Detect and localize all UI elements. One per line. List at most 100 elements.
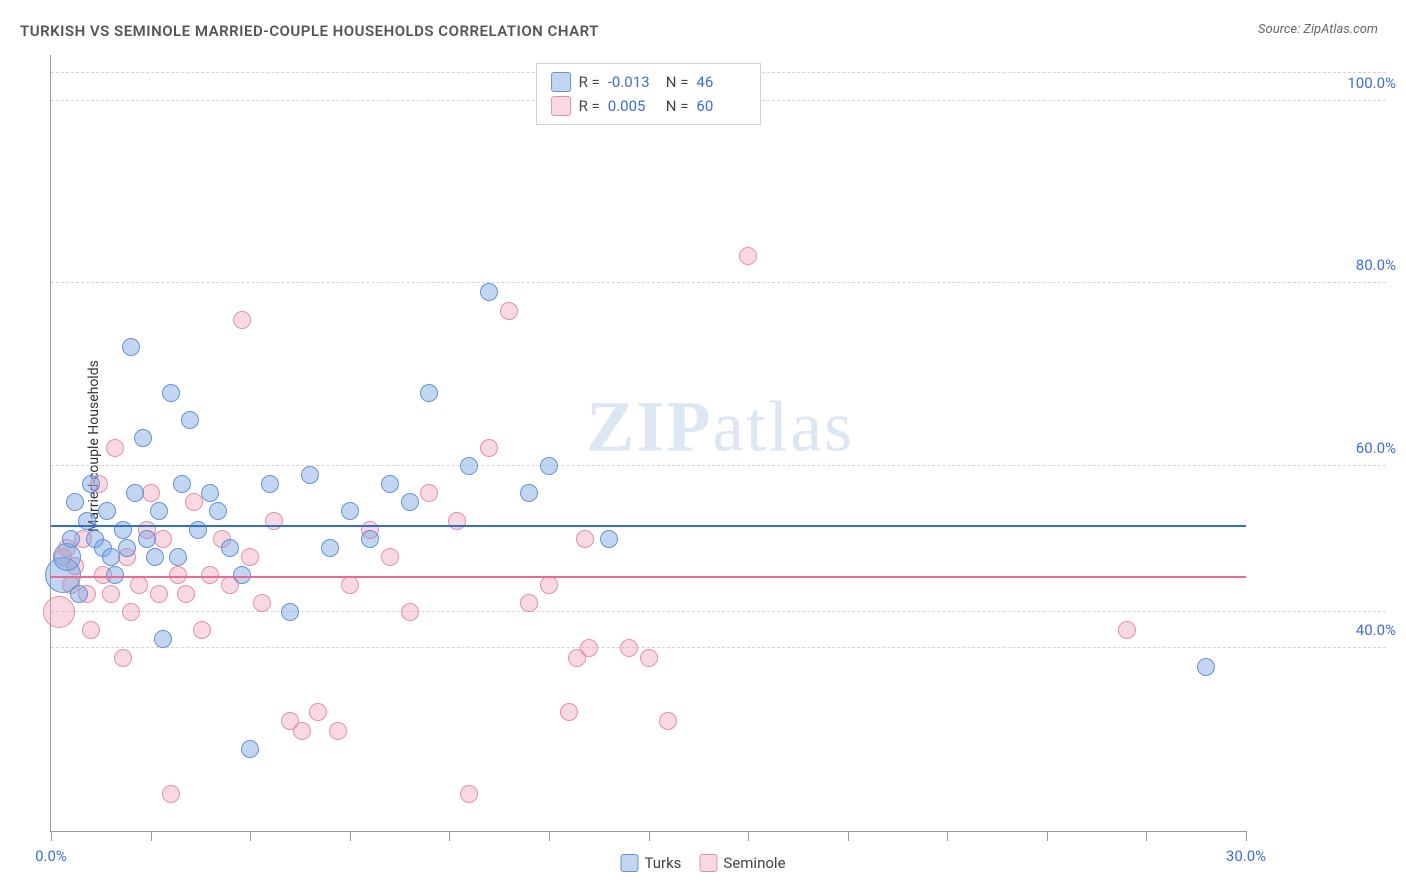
x-tick [748,831,749,841]
legend-row-turks: R = -0.013 N = 46 [551,70,747,94]
x-tick [151,831,152,841]
x-tick [549,831,550,841]
x-tick-label: 0.0% [35,847,67,865]
scatter-point-blue [261,475,279,493]
scatter-point-blue [82,475,100,493]
scatter-point-blue [162,384,180,402]
y-tick-label: 100.0% [1256,74,1396,92]
scatter-point-blue [209,502,227,520]
x-tick [449,831,450,841]
scatter-point-pink [576,530,594,548]
scatter-point-blue [66,493,84,511]
watermark-atlas: atlas [712,387,854,467]
n-value-turks: 46 [696,73,746,91]
scatter-point-blue [600,530,618,548]
scatter-point-blue [480,283,498,301]
trend-line-blue [51,525,1246,527]
correlation-legend: R = -0.013 N = 46 R = 0.005 N = 60 [536,63,762,125]
n-label: N = [666,73,689,91]
scatter-point-blue [341,502,359,520]
y-tick-label: 40.0% [1256,621,1396,639]
series-legend: Turks Seminole [620,854,785,872]
x-tick [848,831,849,841]
scatter-point-pink [162,785,180,803]
scatter-point-pink [106,439,124,457]
scatter-point-pink [739,247,757,265]
scatter-point-pink [193,621,211,639]
scatter-plot-area: ZIPatlas R = -0.013 N = 46 R = 0.005 N =… [50,55,1246,832]
scatter-point-blue [181,411,199,429]
scatter-point-pink [43,596,75,628]
scatter-point-blue [189,521,207,539]
x-tick [649,831,650,841]
scatter-point-pink [241,548,259,566]
source-attribution: Source: ZipAtlas.com [1258,22,1378,37]
scatter-point-blue [321,539,339,557]
scatter-point-blue [420,384,438,402]
watermark-zip: ZIP [586,387,712,467]
scatter-point-pink [253,594,271,612]
y-tick-label: 80.0% [1256,256,1396,274]
legend-row-seminole: R = 0.005 N = 60 [551,94,747,118]
gridline [51,465,1386,466]
scatter-point-pink [130,576,148,594]
legend-label-seminole: Seminole [723,854,785,872]
legend-item-seminole: Seminole [699,854,785,872]
scatter-point-blue [62,530,80,548]
scatter-point-blue [540,457,558,475]
x-tick [250,831,251,841]
scatter-point-pink [500,302,518,320]
scatter-point-blue [361,530,379,548]
scatter-point-blue [201,484,219,502]
scatter-point-pink [460,785,478,803]
scatter-point-blue [138,530,156,548]
scatter-point-pink [640,649,658,667]
y-tick-label: 60.0% [1256,439,1396,457]
gridline [51,647,1386,648]
x-tick-label: 30.0% [1226,847,1266,865]
scatter-point-pink [329,722,347,740]
scatter-point-pink [233,311,251,329]
scatter-point-blue [70,585,88,603]
x-tick [947,831,948,841]
swatch-blue-icon [551,72,571,92]
x-tick [1246,831,1247,841]
scatter-point-blue [102,548,120,566]
scatter-point-pink [580,639,598,657]
scatter-point-pink [150,585,168,603]
gridline [51,282,1386,283]
scatter-point-pink [154,530,172,548]
x-tick [1047,831,1048,841]
scatter-point-pink [102,585,120,603]
scatter-point-pink [420,484,438,502]
scatter-point-pink [401,603,419,621]
scatter-point-blue [154,630,172,648]
n-value-seminole: 60 [696,97,746,115]
scatter-point-pink [114,649,132,667]
scatter-point-blue [241,740,259,758]
scatter-point-blue [114,521,132,539]
swatch-pink-icon [551,96,571,116]
scatter-point-pink [620,639,638,657]
scatter-point-pink [540,576,558,594]
scatter-point-blue [150,502,168,520]
scatter-point-blue [173,475,191,493]
scatter-point-pink [560,703,578,721]
watermark: ZIPatlas [586,386,854,469]
x-tick [1146,831,1147,841]
chart-title: TURKISH VS SEMINOLE MARRIED-COUPLE HOUSE… [20,22,599,40]
scatter-point-blue [1197,658,1215,676]
scatter-point-pink [1118,621,1136,639]
scatter-point-blue [381,475,399,493]
scatter-point-pink [480,439,498,457]
x-tick [51,831,52,841]
scatter-point-blue [146,548,164,566]
legend-label-turks: Turks [644,854,681,872]
x-tick [350,831,351,841]
n-label: N = [666,97,689,115]
r-label: R = [579,97,600,115]
scatter-point-pink [142,484,160,502]
swatch-pink-icon [699,854,717,872]
scatter-point-pink [122,603,140,621]
scatter-point-pink [293,722,311,740]
